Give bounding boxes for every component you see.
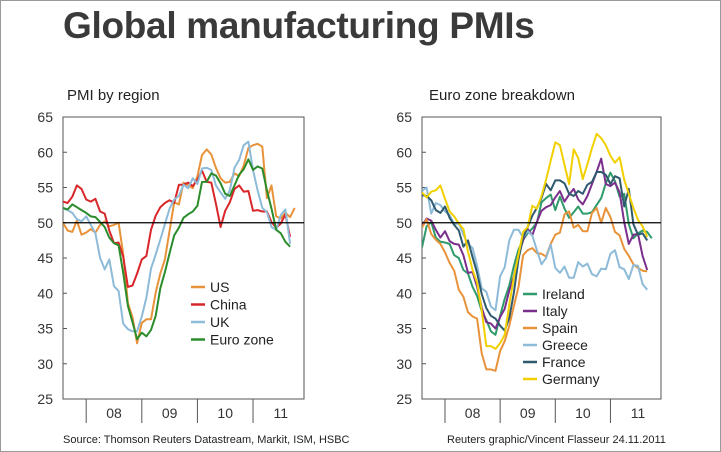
y-tick-label: 55	[37, 180, 53, 196]
y-tick-label: 25	[396, 391, 412, 407]
x-tick-label: 11	[274, 405, 289, 421]
legend-label: China	[210, 297, 247, 313]
legend-label: Germany	[542, 371, 600, 387]
y-tick-label: 40	[396, 285, 412, 301]
y-tick-label: 60	[396, 144, 412, 160]
y-tick-label: 30	[396, 356, 412, 372]
series-line-greece	[422, 186, 648, 312]
legend-label: UK	[210, 314, 230, 330]
y-tick-label: 55	[396, 180, 412, 196]
legend-label: Greece	[542, 337, 588, 353]
legend-label: France	[542, 354, 586, 370]
page-title: Global manufacturing PMIs	[63, 5, 535, 46]
y-tick-label: 50	[396, 215, 412, 231]
credit-note: Reuters graphic/Vincent Flasseur 24.11.2…	[447, 434, 666, 446]
series-line-germany	[422, 132, 649, 350]
x-tick-label: 11	[631, 405, 646, 421]
y-tick-label: 65	[396, 109, 412, 125]
x-tick-label: 08	[465, 405, 481, 421]
x-tick-label: 10	[575, 405, 591, 421]
y-tick-label: 35	[396, 321, 412, 337]
legend-label: Spain	[542, 320, 578, 336]
y-tick-label: 35	[37, 321, 53, 337]
y-tick-label: 65	[37, 109, 53, 125]
y-tick-label: 30	[37, 356, 53, 372]
chart-title: PMI by region	[67, 87, 160, 104]
series-line-italy	[422, 157, 649, 330]
source-note: Source: Thomson Reuters Datastream, Mark…	[63, 434, 350, 446]
y-tick-label: 25	[37, 391, 53, 407]
series-line-spain	[422, 206, 648, 372]
x-tick-label: 09	[162, 405, 178, 421]
legend-label: US	[210, 279, 229, 295]
series-line-china	[63, 169, 292, 288]
x-tick-label: 08	[106, 405, 122, 421]
x-tick-label: 09	[520, 405, 536, 421]
series-line-france	[422, 171, 649, 332]
x-tick-label: 10	[217, 405, 233, 421]
y-tick-label: 50	[37, 215, 53, 231]
chart-title: Euro zone breakdown	[429, 87, 575, 104]
y-tick-label: 40	[37, 285, 53, 301]
y-tick-label: 45	[396, 250, 412, 266]
legend-label: Italy	[542, 303, 568, 319]
legend-label: Euro zone	[210, 332, 274, 348]
series-line-uk	[63, 140, 292, 333]
y-tick-label: 60	[37, 144, 53, 160]
legend-label: Ireland	[542, 286, 585, 302]
y-tick-label: 45	[37, 250, 53, 266]
